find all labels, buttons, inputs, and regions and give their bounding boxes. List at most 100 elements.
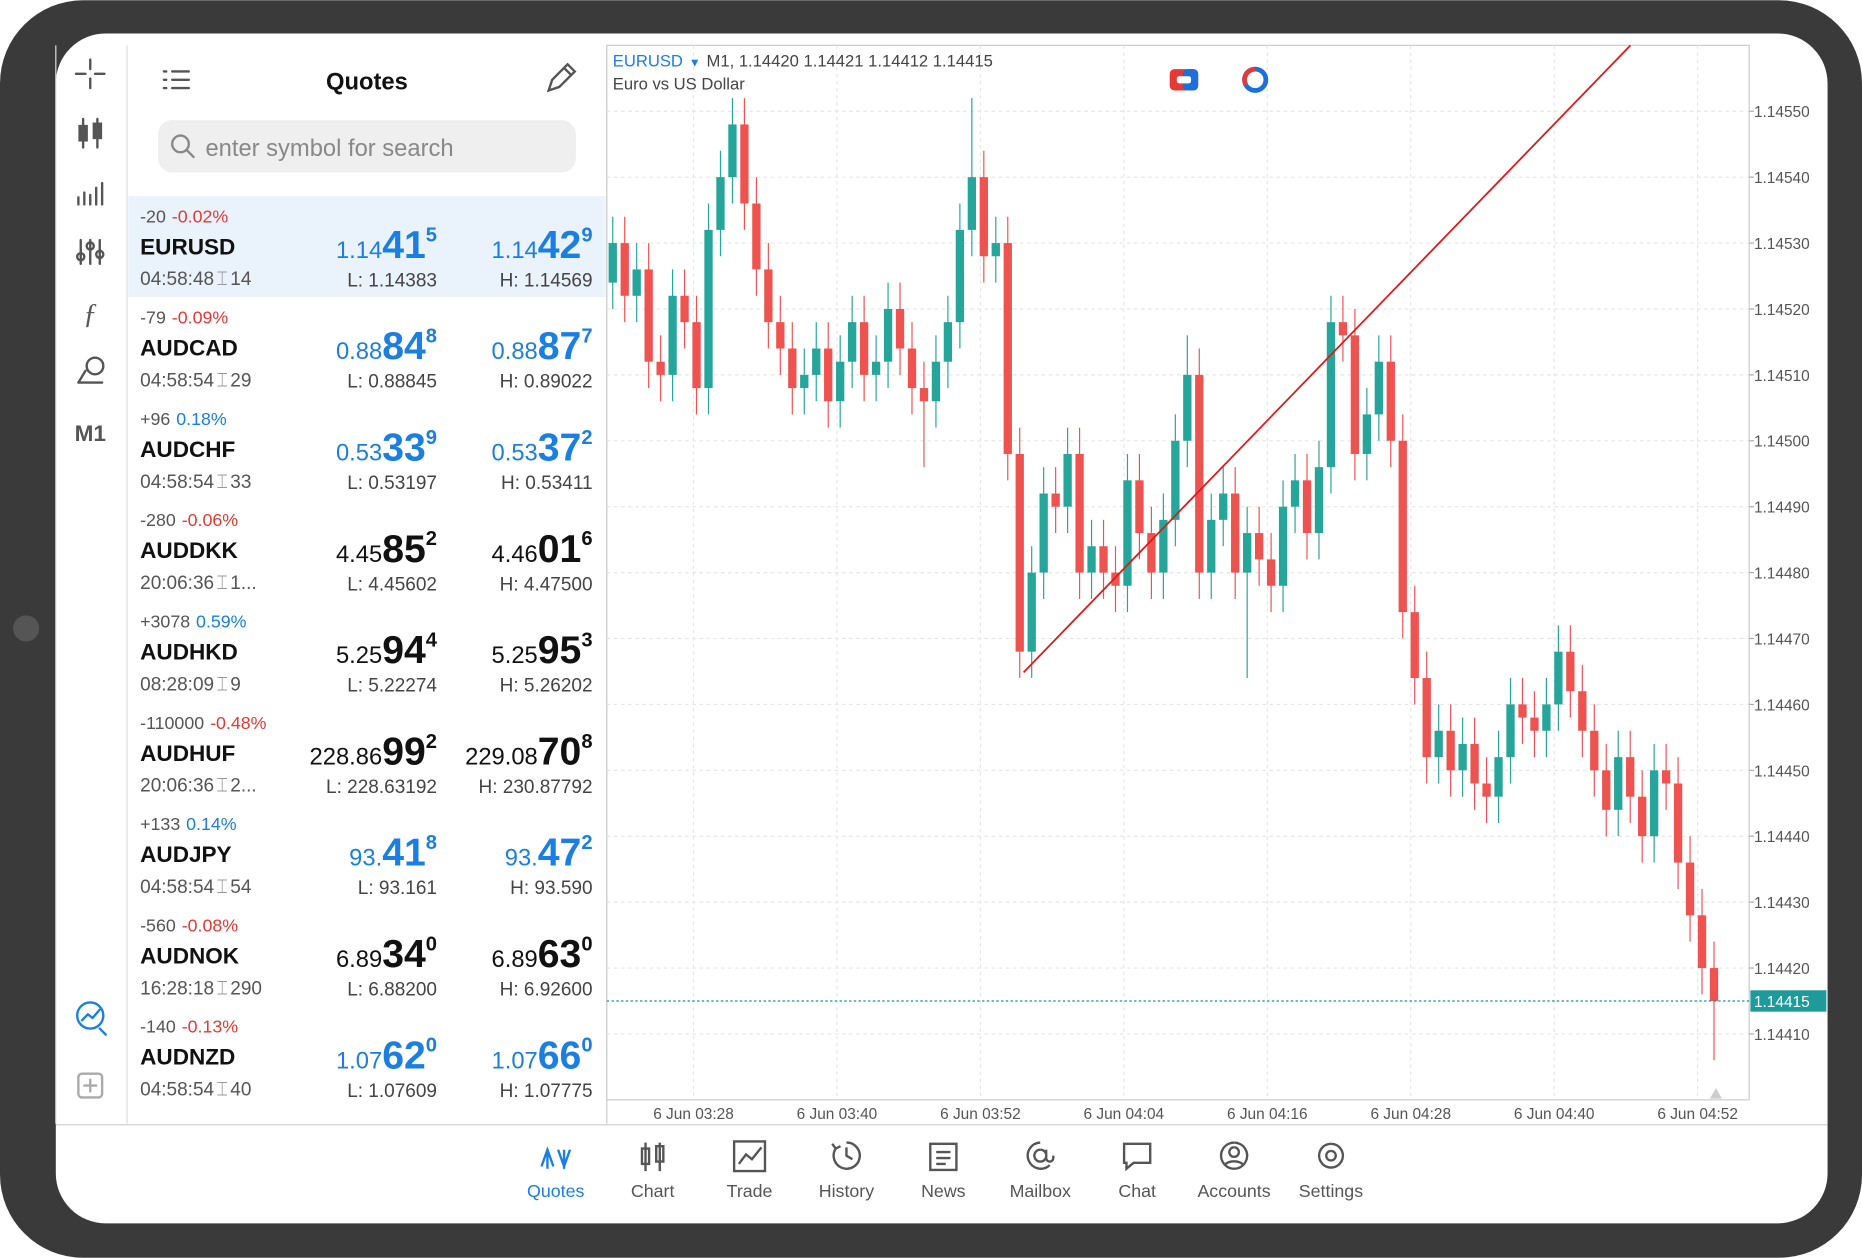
percent: 0.59% <box>196 611 247 631</box>
indicators-icon[interactable] <box>77 181 104 206</box>
price-pips: 84 <box>382 325 426 368</box>
x-tick-label: 6 Jun 04:52 <box>1657 1106 1738 1123</box>
candle-body <box>1470 743 1479 784</box>
change: -560 -0.08% <box>140 915 238 935</box>
tab[interactable]: History <box>819 1141 874 1202</box>
candle-body <box>1099 546 1108 573</box>
quote-row[interactable]: -280 -0.06% AUDDKK 20:06:36 ⌶ 1... 4.45852 L: 4… <box>140 510 592 595</box>
camera <box>13 615 40 642</box>
candle-body <box>1506 704 1515 758</box>
tab[interactable]: Settings <box>1299 1142 1363 1201</box>
symbol: EURUSD <box>140 234 235 259</box>
high: H: 230.87792 <box>478 777 592 798</box>
ask-price: 4.46016 <box>492 528 593 571</box>
candle-body <box>1362 414 1372 454</box>
candle-body <box>979 177 988 257</box>
y-tick-label: 1.14510 <box>1754 368 1810 385</box>
x-tick-label: 6 Jun 03:28 <box>653 1106 734 1123</box>
candle-body <box>656 361 665 375</box>
candle-body <box>1350 335 1360 454</box>
bid-price: 93.418 <box>349 832 437 875</box>
spread-icon: ⌶ <box>216 573 227 594</box>
candle-body <box>1482 783 1491 797</box>
candle-body <box>1314 467 1324 534</box>
candle-body <box>1410 612 1419 679</box>
low: L: 0.88845 <box>347 372 437 393</box>
tab[interactable]: Quotes <box>527 1146 585 1202</box>
tab-label: History <box>819 1181 874 1201</box>
tab[interactable]: News <box>921 1142 966 1201</box>
price-pips: 01 <box>538 528 582 571</box>
candle-body <box>1458 743 1467 771</box>
price-prefix: 228.86 <box>310 743 383 770</box>
price-prefix: 1.14 <box>492 237 538 264</box>
ask-price: 93.472 <box>505 832 593 875</box>
tab[interactable]: Chart <box>631 1142 675 1202</box>
search-box[interactable] <box>157 120 576 173</box>
price-pips: 62 <box>382 1034 426 1077</box>
price-point: 5 <box>426 224 437 246</box>
candle-body <box>1063 453 1072 507</box>
percent: -0.13% <box>182 1017 239 1037</box>
tab[interactable]: Mailbox <box>1010 1141 1071 1202</box>
low: L: 1.14383 <box>347 270 437 291</box>
objects-icon[interactable] <box>77 356 105 384</box>
ask-price: 229.08708 <box>465 730 592 773</box>
timeframe[interactable]: M1 <box>75 421 106 446</box>
dropdown-arrow[interactable]: ▼ <box>689 56 701 70</box>
candle-body <box>919 388 929 402</box>
tab[interactable]: Trade <box>727 1140 773 1201</box>
time: 04:58:48 ⌶ 14 <box>140 269 252 290</box>
symbol[interactable]: EURUSD <box>613 52 683 71</box>
tab-label: Trade <box>727 1181 773 1201</box>
price-pips: 37 <box>538 426 582 469</box>
candle-body <box>1195 374 1204 573</box>
quote-time: 20:06:36 <box>140 776 214 797</box>
low: L: 228.63192 <box>326 777 437 798</box>
candle-body <box>859 322 869 375</box>
trade-chart-icon[interactable] <box>76 1001 107 1036</box>
ask-price: 6.89630 <box>492 933 593 976</box>
tab[interactable]: Accounts <box>1197 1141 1271 1202</box>
candle-body <box>800 374 809 389</box>
price-prefix: 4.45 <box>336 541 382 568</box>
price-pips: 95 <box>538 629 582 672</box>
add-icon[interactable] <box>77 1072 104 1099</box>
crosshair-icon[interactable] <box>74 58 106 90</box>
candle-body <box>1398 440 1407 613</box>
price-point: 3 <box>581 629 592 651</box>
y-tick-label: 1.14480 <box>1754 566 1810 583</box>
candles-icon[interactable] <box>78 117 103 149</box>
points: -280 <box>140 510 176 530</box>
quote-row[interactable]: -110000 -0.48% AUDHUF 20:06:36 ⌶ 2... 228.8699… <box>140 713 592 798</box>
trend-line[interactable] <box>1022 44 1632 673</box>
y-tick-label: 1.14410 <box>1754 1027 1810 1044</box>
list-icon[interactable] <box>162 70 190 90</box>
tab[interactable]: Chat <box>1118 1142 1156 1201</box>
candle-body <box>668 295 677 375</box>
price-point: 0 <box>426 1035 437 1057</box>
function-icon[interactable]: ƒ <box>83 299 97 330</box>
tab-label: Mailbox <box>1010 1181 1071 1201</box>
settings-sliders-icon[interactable] <box>76 238 105 266</box>
quotes-panel: Quotes enter symbol for search -20 -0.02%… <box>128 45 608 1124</box>
candle-body <box>1434 730 1443 758</box>
one-click-icon[interactable] <box>1169 69 1199 91</box>
axes: 1.14410 1.14420 1.14430 1.14440 1.14450 1.144… <box>606 104 1827 1123</box>
price-prefix: 1.14 <box>336 237 382 264</box>
high: H: 0.53411 <box>501 473 593 494</box>
shift-marker[interactable] <box>1710 1087 1722 1099</box>
spread: 54 <box>230 877 252 898</box>
time: 04:58:54 ⌶ 29 <box>140 371 251 392</box>
spread: 33 <box>230 472 251 493</box>
chart-header: EURUSD ▼ M1, 1.14420 1.14421 1.14412 1.144… <box>613 52 993 71</box>
signal-icon[interactable] <box>1242 66 1269 93</box>
edit-icon[interactable] <box>546 62 577 93</box>
